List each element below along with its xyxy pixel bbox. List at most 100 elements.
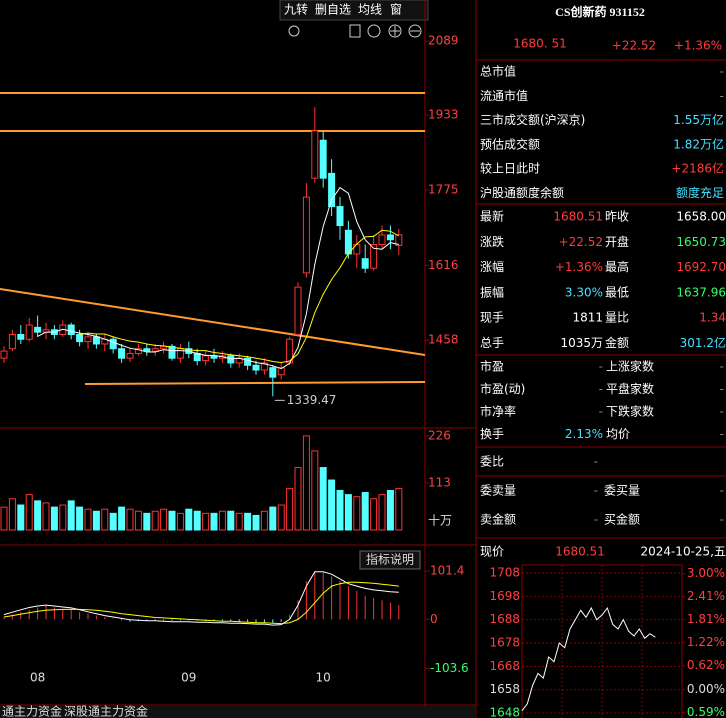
label: 换手 bbox=[480, 427, 504, 441]
tab[interactable]: 深股通主力资金 bbox=[64, 704, 148, 718]
value: - bbox=[599, 360, 603, 374]
candle-body bbox=[294, 286, 302, 336]
y-tick-label: 1933 bbox=[428, 108, 459, 122]
volume-bar bbox=[353, 496, 361, 531]
candle-body bbox=[227, 355, 235, 364]
volume-bar bbox=[176, 512, 184, 531]
label: 现手 bbox=[480, 311, 504, 325]
volume-bar bbox=[294, 467, 302, 531]
candle-body bbox=[34, 326, 42, 333]
value: +22.52 bbox=[559, 235, 603, 249]
candle-body bbox=[84, 336, 92, 343]
volume-bar bbox=[311, 450, 319, 531]
value: - bbox=[599, 405, 603, 419]
candle-body bbox=[25, 324, 33, 340]
label: 委买量 bbox=[604, 484, 640, 498]
volume-bar bbox=[319, 467, 327, 531]
candle-body bbox=[395, 234, 403, 246]
value: - bbox=[720, 65, 724, 79]
volume-bar bbox=[92, 510, 100, 531]
toolbar bbox=[279, 0, 429, 21]
y-tick-label: 1458 bbox=[428, 333, 459, 347]
label: 量比 bbox=[605, 311, 629, 325]
label: 较上日此时 bbox=[480, 161, 540, 176]
candle-body bbox=[168, 345, 176, 359]
candle-body bbox=[92, 336, 100, 345]
label: 现价 bbox=[480, 545, 504, 559]
value: - bbox=[594, 455, 598, 469]
volume-bar bbox=[76, 506, 84, 531]
y-tick-label: 0 bbox=[430, 612, 438, 626]
indicator-button[interactable] bbox=[359, 550, 421, 570]
volume-bar bbox=[42, 502, 50, 531]
candle-body bbox=[151, 348, 159, 352]
change-pct: +1.36% bbox=[674, 39, 722, 53]
y2-tick-label: 1.22% bbox=[687, 635, 725, 649]
candle-body bbox=[109, 338, 117, 350]
value: 1035万 bbox=[560, 336, 603, 350]
y2-tick-label: 0.00% bbox=[687, 682, 725, 696]
volume-bar bbox=[286, 487, 294, 531]
volume-bar bbox=[370, 498, 378, 531]
label: 市净率 bbox=[480, 404, 516, 419]
candle-body bbox=[143, 348, 151, 352]
label: 最高 bbox=[605, 259, 629, 274]
indicator-button-label[interactable]: 指标说明 bbox=[366, 552, 414, 567]
value: - bbox=[599, 382, 603, 396]
label: 开盘 bbox=[605, 234, 629, 249]
volume-bar bbox=[151, 510, 159, 531]
value: +1.36% bbox=[555, 260, 603, 274]
candle-body bbox=[17, 334, 25, 340]
candle-body bbox=[269, 367, 277, 378]
value: 1811 bbox=[572, 311, 603, 325]
label: 预估成交额 bbox=[480, 136, 540, 151]
toolbar-button[interactable]: 均线 bbox=[358, 3, 382, 17]
candle-body bbox=[370, 243, 378, 269]
change: +22.52 bbox=[612, 39, 656, 53]
y-tick-label: 1678 bbox=[489, 636, 520, 650]
volume-bar bbox=[67, 500, 75, 531]
volume-bar bbox=[134, 510, 142, 531]
candle-body bbox=[202, 355, 210, 362]
ma-line bbox=[79, 229, 400, 364]
y2-tick-label: 1.81% bbox=[687, 612, 725, 626]
title: CS创新药 931152 bbox=[555, 4, 645, 19]
volume-bar bbox=[160, 508, 168, 531]
label: 三市成交额(沪深京) bbox=[480, 112, 585, 127]
value: 1.34 bbox=[699, 311, 726, 325]
label: 流通市值 bbox=[480, 88, 528, 103]
volume-bar bbox=[244, 512, 252, 531]
value: 1658.00 bbox=[676, 210, 726, 224]
tab[interactable]: 通主力资金 bbox=[2, 704, 62, 718]
candle-body bbox=[361, 258, 369, 269]
candle-body bbox=[277, 367, 285, 376]
y2-tick-label: 0.59% bbox=[687, 705, 725, 718]
y-tick-label: -103.6 bbox=[430, 661, 469, 675]
volume-bar bbox=[235, 512, 243, 531]
volume-bar bbox=[193, 510, 201, 531]
label: 卖金额 bbox=[480, 512, 516, 527]
toolbar-button[interactable]: 窗 bbox=[390, 3, 402, 17]
candle-body bbox=[260, 362, 268, 371]
value: - bbox=[720, 360, 724, 374]
label: 沪股通额度余额 bbox=[480, 185, 564, 200]
volume-bar bbox=[143, 512, 151, 531]
candle-body bbox=[378, 234, 386, 245]
value: 额度充足 bbox=[676, 185, 724, 200]
value: - bbox=[720, 484, 724, 498]
label: 1680.51 bbox=[555, 545, 605, 559]
value: - bbox=[594, 513, 598, 527]
value: 2.13% bbox=[565, 427, 603, 441]
volume-bar bbox=[8, 498, 16, 531]
volume-bar bbox=[395, 487, 403, 531]
label: 振幅 bbox=[480, 284, 504, 299]
macd-line bbox=[3, 571, 399, 626]
volume-bar bbox=[101, 508, 109, 531]
price-line bbox=[521, 606, 656, 712]
label: 昨收 bbox=[605, 210, 629, 224]
toolbar-button[interactable]: 九转 bbox=[284, 2, 308, 17]
value: - bbox=[720, 382, 724, 396]
y2-tick-label: 0.62% bbox=[687, 658, 725, 672]
value: 1680.51 bbox=[553, 210, 603, 224]
toolbar-button[interactable]: 删自选 bbox=[315, 3, 351, 17]
